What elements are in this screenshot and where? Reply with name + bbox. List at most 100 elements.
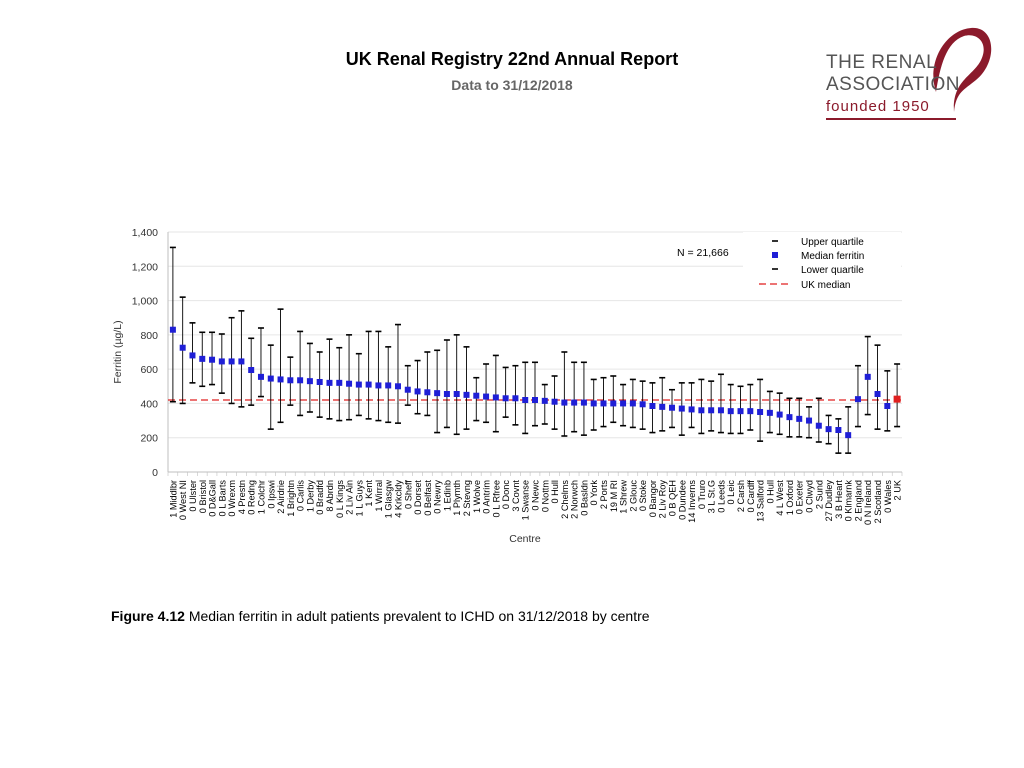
- median-marker: [483, 393, 490, 400]
- x-tick-label: 2 Scotland: [873, 480, 883, 523]
- x-tick-label: 2 Sund: [814, 480, 824, 509]
- x-tick-label: 0 Basldn: [579, 480, 589, 516]
- median-marker: [248, 367, 255, 373]
- x-tick-label: 0 Truro: [697, 480, 707, 509]
- median-marker: [698, 407, 705, 414]
- x-tick-label: 2 Liv Roy: [658, 480, 668, 519]
- x-tick-label: 0 Donc: [501, 480, 511, 510]
- x-tick-label: 3 B Heart: [834, 480, 844, 519]
- x-axis-label: Centre: [509, 533, 541, 545]
- x-tick-label: 1 Middlbr: [168, 480, 178, 518]
- chart-legend: Upper quartile Median ferritin Lower quart…: [743, 232, 901, 292]
- ferritin-chart: 0 200 400 600 800 1,000 1,200 1,400 1 Middlbr 0 …: [105, 218, 915, 558]
- x-tick-label: 0 Ulster: [188, 480, 198, 512]
- x-tick-label: 0 Wales: [883, 480, 893, 513]
- median-marker: [629, 400, 636, 407]
- median-marker: [610, 400, 617, 407]
- median-marker: [580, 399, 587, 406]
- x-tick-label: 0 West NI: [178, 480, 188, 520]
- median-marker: [199, 355, 206, 362]
- logo-text-line1: THE RENAL: [826, 52, 938, 73]
- median-marker: [326, 379, 333, 386]
- x-tick-label: 2 Airdrie: [276, 480, 286, 514]
- median-marker: [169, 326, 176, 333]
- median-marker: [473, 392, 480, 399]
- x-tick-labels: 1 Middlbr 0 West NI 0 Ulster 0 Bristol 0 D&G…: [168, 479, 902, 525]
- figure-caption-text: Median ferritin in adult patients preval…: [188, 608, 650, 624]
- x-tick-label: 2 England: [853, 480, 863, 521]
- median-marker: [688, 406, 695, 413]
- x-tick-label: 0 B QEH: [668, 480, 678, 516]
- legend-label: Median ferritin: [801, 251, 864, 262]
- y-tick-label: 1,000: [132, 296, 158, 308]
- median-marker: [786, 414, 793, 421]
- x-tick-label: 0 L Kings: [335, 480, 345, 518]
- median-marker: [708, 407, 715, 414]
- median-marker: [766, 409, 773, 416]
- x-tick-label: 0 Wrexm: [227, 480, 237, 517]
- x-tick-label: 0 Bradfd: [315, 480, 325, 515]
- median-marker: [365, 381, 372, 388]
- x-tick-label: 0 Carlis: [296, 480, 306, 512]
- x-tick-label: 1 Colchr: [256, 480, 266, 514]
- median-marker: [541, 397, 548, 404]
- x-tick-label: 1 Kent: [364, 480, 374, 507]
- median-marker: [218, 358, 225, 365]
- median-marker: [845, 432, 852, 439]
- y-tick-label: 800: [140, 330, 158, 342]
- median-marker: [179, 344, 186, 351]
- median-marker: [385, 382, 392, 389]
- x-tick-label: 4 Prestn: [237, 480, 247, 514]
- chart-axes: [167, 232, 903, 476]
- x-tick-label: 0 Dorset: [413, 480, 423, 515]
- median-marker: [776, 411, 783, 418]
- median-marker: [796, 415, 803, 422]
- x-tick-label: 4 L West: [775, 480, 785, 516]
- x-tick-label: 0 Cardff: [746, 480, 756, 513]
- x-tick-label: 2 Liv Ain: [345, 480, 355, 515]
- y-tick-label: 1,200: [132, 261, 158, 273]
- x-tick-label: 0 L Rfree: [491, 480, 501, 517]
- median-marker: [287, 377, 294, 384]
- median-marker: [600, 400, 607, 407]
- median-marker: [893, 395, 901, 403]
- x-tick-label: 0 Hull: [765, 480, 775, 504]
- x-tick-label: 0 Nottm: [540, 480, 550, 513]
- x-tick-label: 0 Stoke: [638, 480, 648, 511]
- median-marker: [717, 407, 724, 414]
- x-tick-label: 1 L Guys: [354, 480, 364, 517]
- x-tick-label: 2 Carsh: [736, 480, 746, 512]
- median-marker: [316, 379, 323, 385]
- x-tick-label: 13 Salford: [756, 480, 766, 522]
- median-marker: [346, 380, 353, 387]
- x-tick-label: 0 Belfast: [423, 480, 433, 516]
- x-tick-label: 1 Oxford: [785, 480, 795, 515]
- x-tick-label: 4 Krkcldy: [393, 480, 403, 518]
- median-marker: [394, 383, 401, 390]
- x-tick-label: 0 Leic: [726, 480, 736, 505]
- median-marker: [512, 395, 519, 402]
- x-tick-label: 2 Norwch: [570, 480, 580, 519]
- x-tick-label: 1 Wolve: [472, 480, 482, 513]
- median-marker: [336, 379, 343, 386]
- y-tick-label: 0: [152, 467, 158, 479]
- median-marker: [884, 403, 891, 409]
- median-marker: [277, 376, 284, 383]
- y-tick-label: 200: [140, 433, 158, 445]
- median-marker: [835, 427, 842, 433]
- logo-underline: [826, 118, 956, 120]
- x-tick-label: 2 Chelms: [560, 480, 570, 519]
- median-marker: [443, 391, 450, 397]
- legend-label: Upper quartile: [801, 237, 864, 248]
- median-marker: [727, 408, 734, 415]
- median-marker: [434, 390, 441, 397]
- logo-text-line2: ASSOCIATION: [826, 74, 960, 95]
- median-marker: [228, 358, 235, 365]
- y-tick-labels: 0 200 400 600 800 1,000 1,200 1,400: [132, 227, 158, 479]
- x-tick-label: 1 Edinb: [442, 480, 452, 511]
- n-count-label: N = 21,666: [677, 247, 729, 259]
- median-marker: [571, 399, 578, 406]
- median-marker: [453, 391, 460, 397]
- x-tick-label: 3 Covnt: [511, 480, 521, 512]
- median-marker: [678, 405, 685, 412]
